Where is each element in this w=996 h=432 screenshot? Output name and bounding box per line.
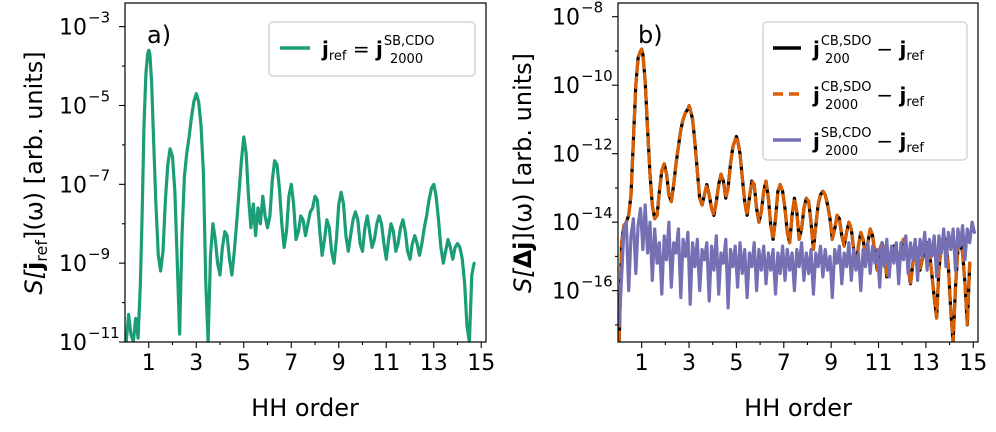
panel-b-x-tick-label: 5 [729,351,743,376]
panel-b-y-tick-exponent: −10 [581,67,613,85]
panel-a-legend-box [268,21,476,77]
panel-b-x-tick-label: 7 [777,351,791,376]
panel-b-series-line-3 [618,203,976,327]
panel-b-y-tick-exponent: −12 [581,136,613,154]
panel-b-y-tick-exponent: −16 [581,273,613,291]
panel-b-x-tick-label: 3 [682,351,696,376]
panel-a-x-tick-label: 5 [237,351,251,376]
panel-b-frame [617,2,979,343]
panel-a-series-line-1 [125,48,476,342]
panel-b-x-tick-label: 11 [865,351,893,376]
panel-a-x-tick-label: 3 [189,351,203,376]
panel-b-series-layer [618,47,976,342]
panel-b-x-tick-label: 15 [959,351,987,376]
panel-a-y-tick-label: 10 [59,173,87,198]
panel-a-series-layer [125,48,476,342]
panel-b-y-tick-label: 10 [552,280,580,305]
panel-b-y-tick-label: 10 [552,143,580,168]
panel-a-legend-entry: jref = jSB,CDO 2000 [321,34,434,67]
panel-a-y-tick-exponent: −7 [88,166,110,184]
panel-a-y-tick-exponent: −5 [88,87,110,105]
panel-b-y-tick-label: 10 [552,211,580,236]
panel-b-series-line-2 [618,47,972,342]
panel-a-y-tick-label: 10 [59,331,87,356]
panel-a-x-tick-label: 9 [332,351,346,376]
panel-b-y-tick-label: 10 [552,74,580,99]
panel-a-y-tick-label: 10 [59,94,87,119]
panel-a-x-tick-label: 11 [372,351,400,376]
panel-a-y-tick-label: 10 [59,16,87,41]
panel-a-y-tick-exponent: −9 [88,245,110,263]
panel-b-x-tick-label: 9 [824,351,838,376]
panel-b-legend-box [762,21,968,161]
panel-a-y-axis-label: S[jref](ω) [arb. units] [20,51,51,294]
panel-b-legend: jCB,SDO 200 − jref jCB,SDO 2000 − jref jSB… [762,21,968,161]
panel-b-legend-entry-3: jSB,CDO 2000 − jref [812,126,924,159]
panel-b-x-axis-label: HH order [744,394,852,422]
panel-a-frame [124,2,487,343]
panel-a-x-tick-label: 13 [420,351,448,376]
panel-b-y-tick-label: 10 [552,6,580,31]
panel-a-x-tick-label: 15 [467,351,495,376]
panel-b-label: b) [638,21,663,49]
panel-a-x-tick-label: 1 [142,351,156,376]
panel-a-y-tick-exponent: −3 [88,9,110,27]
panel-a-y-tick-exponent: −11 [88,324,120,342]
panel-b-y-tick-exponent: −8 [581,0,603,17]
panel-b-x-tick-label: 13 [912,351,940,376]
panel-a-label: a) [147,21,171,49]
panel-b-legend-entry-1: jCB,SDO 200 − jref [812,34,924,67]
panel-b-y-axis-label: S[Δj](ω) [arb. units] [509,53,537,293]
panel-b-y-tick-exponent: −14 [581,204,613,222]
panel-a-y-tick-label: 10 [59,252,87,277]
panel-a-x-axis-label: HH order [251,394,359,422]
panel-b-x-tick-label: 1 [635,351,649,376]
panel-b-legend-entry-2: jCB,SDO 2000 − jref [812,80,924,113]
panel-a-legend: jref = jSB,CDO 2000 [268,21,476,77]
panel-a-x-tick-label: 7 [284,351,298,376]
